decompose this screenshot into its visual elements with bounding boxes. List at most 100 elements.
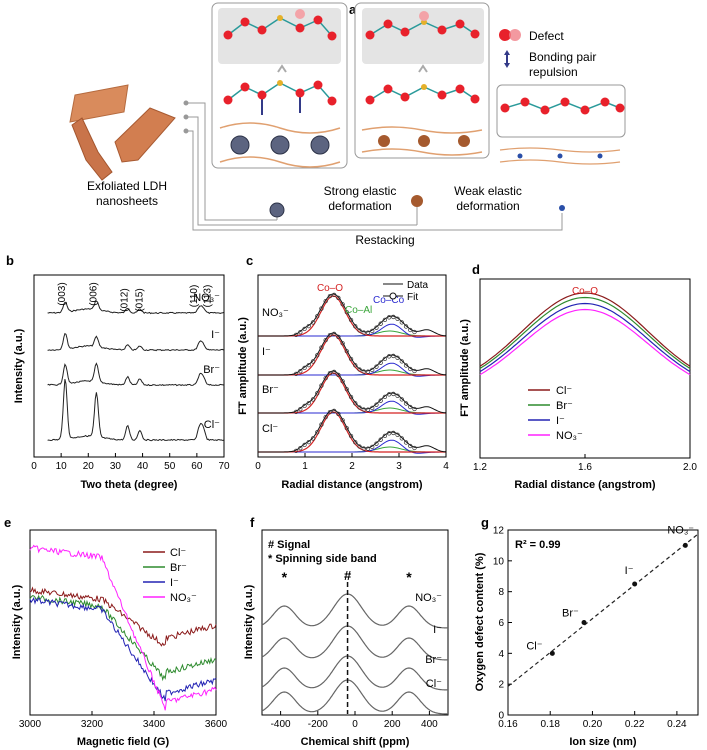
panel-a: a Exfoliated LDH nanosheets Restacking <box>69 2 626 247</box>
fit-marker <box>386 315 392 320</box>
series-label: NO₃⁻ <box>415 592 442 604</box>
x-tick-label: 0.16 <box>498 719 518 730</box>
panel-d-letter: d <box>472 262 480 277</box>
weak-deformation-box-1 <box>354 2 490 159</box>
oxygen-atom <box>437 25 447 35</box>
oxygen-atom <box>580 105 590 115</box>
data-line <box>258 370 446 414</box>
series-label: Cl⁻ <box>262 423 278 435</box>
data-point <box>581 620 587 625</box>
legend-label: NO₃⁻ <box>170 592 197 604</box>
x-tick-label: 2 <box>349 461 355 472</box>
x-tick-label: 3 <box>396 461 402 472</box>
fit-marker <box>382 356 388 361</box>
panel-d-plot: 1.2 1.6 2.0 Cl⁻ Br⁻ I⁻ NO₃⁻ Co–O <box>473 286 697 473</box>
fit-marker <box>370 328 375 334</box>
medium-anion <box>458 135 470 147</box>
xrd-series-line <box>47 362 224 387</box>
fit-marker <box>382 394 388 399</box>
data-line <box>258 409 446 453</box>
fit-marker <box>348 356 354 362</box>
fit-marker <box>293 448 299 454</box>
fit-marker <box>298 329 303 335</box>
legend-label: I⁻ <box>170 577 179 589</box>
x-tick-label: 2.0 <box>683 462 697 473</box>
fit-marker <box>386 392 392 397</box>
x-tick-label: 3600 <box>205 719 228 730</box>
series-label: NO₃⁻ <box>262 307 289 319</box>
weak-deformation-label-line1: Weak elastic <box>454 184 522 198</box>
xrd-series-line <box>47 378 224 442</box>
fit-marker <box>331 408 337 414</box>
fit-marker <box>357 444 362 449</box>
fit-line <box>507 533 699 687</box>
point-label: Cl⁻ <box>526 640 542 652</box>
fit-marker <box>361 369 366 374</box>
panel-g-xlabel: Ion size (nm) <box>569 736 637 748</box>
large-anion <box>230 135 250 155</box>
fit-marker <box>399 436 404 441</box>
x-tick-label: 3400 <box>143 719 166 730</box>
defect-legend-label: Defect <box>529 29 564 43</box>
fit-marker <box>302 403 307 409</box>
fit-marker <box>302 442 307 448</box>
bond-repulsion-label-line2: repulsion <box>529 65 578 79</box>
fit-marker <box>361 407 366 412</box>
panel-b-plot: 0 10 20 30 40 50 60 70 NO₃⁻ I⁻ Br⁻ Cl⁻ (003) (006) (01… <box>31 282 230 472</box>
peak-label: (110) <box>189 285 200 308</box>
fit-marker <box>336 411 341 417</box>
fit-marker <box>302 326 307 332</box>
nanosheets-illustration <box>69 84 176 181</box>
oxygen-atom <box>560 97 570 107</box>
oxygen-atom <box>383 19 393 29</box>
fit-marker <box>370 444 375 450</box>
fit-marker <box>378 437 383 442</box>
oxygen-atom <box>240 82 250 92</box>
point-label: I⁻ <box>625 565 634 577</box>
fit-marker <box>298 406 303 412</box>
legend-data-label: Data <box>407 280 429 291</box>
x-tick-label: 0.20 <box>583 719 603 730</box>
fit-marker <box>340 341 345 346</box>
fit-marker <box>315 391 320 396</box>
panel-c-letter: c <box>246 253 253 268</box>
panel-b: b 0 10 20 30 40 50 60 70 NO₃⁻ I⁻ Br⁻ Cl⁻ (003) (006) (… <box>6 253 230 491</box>
fit-marker <box>357 405 362 410</box>
fit-marker <box>306 323 311 329</box>
strong-deformation-label-line2: deformation <box>328 199 391 213</box>
oxygen-atom <box>365 30 375 40</box>
legend-label: I⁻ <box>556 415 565 427</box>
fit-marker <box>374 402 379 407</box>
x-tick-label: 0.22 <box>625 719 645 730</box>
legend-side-band: * Spinning side band <box>268 553 377 565</box>
fit-marker <box>327 332 333 338</box>
oxygen-atom <box>223 30 233 40</box>
legend-label: NO₃⁻ <box>556 430 583 442</box>
legend-fit-label: Fit <box>407 292 418 303</box>
fit-marker <box>399 359 404 364</box>
fit-marker <box>348 433 354 439</box>
fit-marker <box>310 397 316 402</box>
y-tick-label: 4 <box>498 649 504 660</box>
fit-marker <box>408 327 413 333</box>
fit-marker <box>323 375 328 381</box>
oxygen-atom <box>455 84 465 94</box>
peak-label: (006) <box>88 282 99 305</box>
fit-marker <box>353 440 358 445</box>
point-label: NO₃⁻ <box>667 524 694 536</box>
weak-deformation-box-2 <box>496 84 626 165</box>
fit-marker <box>315 353 320 358</box>
panel-f-ylabel: Intensity (a.u.) <box>243 584 255 659</box>
fit-marker <box>378 321 383 326</box>
fit-marker <box>353 363 358 368</box>
fit-marker <box>365 369 371 374</box>
peak-label: (012) <box>120 288 131 311</box>
data-line <box>258 332 446 376</box>
series-label: Cl⁻ <box>204 419 220 431</box>
fit-marker <box>361 446 366 451</box>
epr-series-line <box>29 544 217 711</box>
panel-f-letter: f <box>250 515 255 530</box>
panel-c: c 0 1 2 3 4 NO₃⁻ I⁻ Br⁻ Cl⁻ Co–OCo–AlCo–CoDataFit… <box>237 253 449 491</box>
fit-marker <box>378 398 383 403</box>
